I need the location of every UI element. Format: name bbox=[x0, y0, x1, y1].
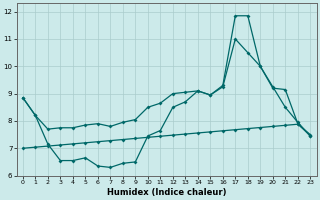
X-axis label: Humidex (Indice chaleur): Humidex (Indice chaleur) bbox=[107, 188, 226, 197]
